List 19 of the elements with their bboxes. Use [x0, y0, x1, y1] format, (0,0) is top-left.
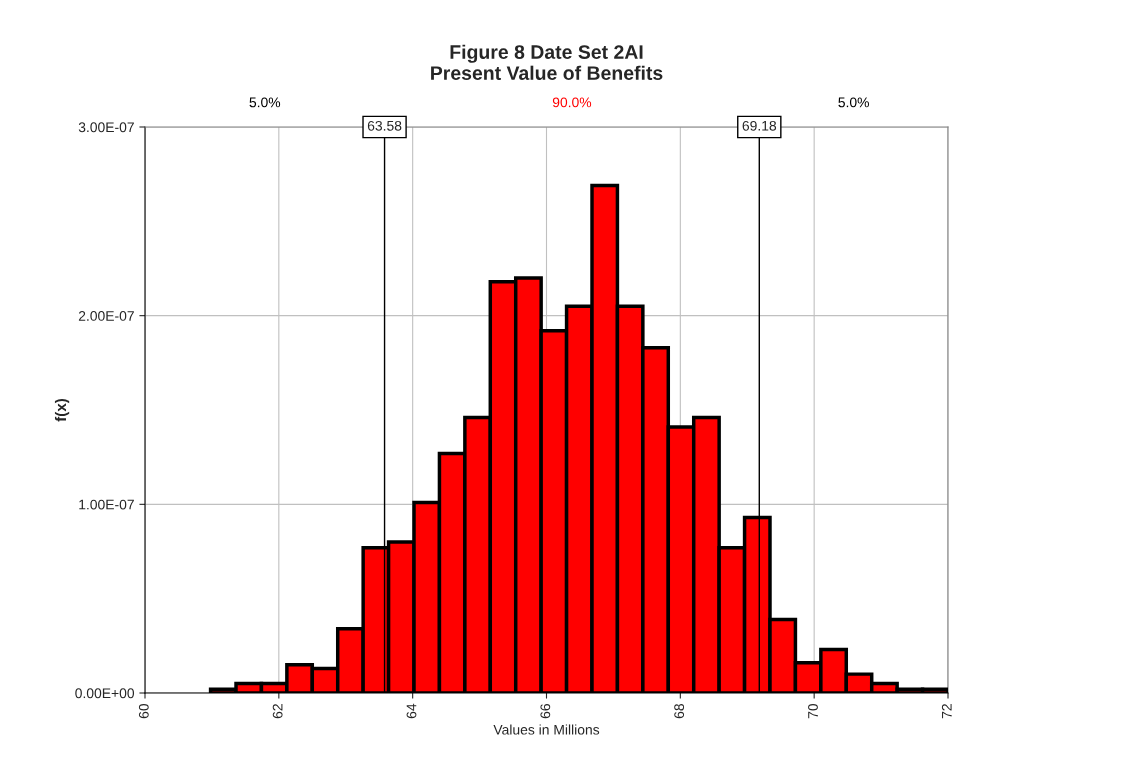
y-axis-title: f(x) [54, 398, 70, 422]
y-tick-label: 2.00E-07 [78, 311, 134, 321]
ref-line-label: 69.18 [742, 120, 777, 131]
y-tick-label: 1.00E-07 [79, 499, 134, 510]
ref-line-label: 63.58 [367, 120, 402, 131]
x-tick-label: 72 [941, 704, 952, 719]
x-tick-label: 60 [138, 703, 149, 719]
y-tick-label: 3.00E-07 [78, 122, 134, 133]
x-tick-label: 68 [674, 704, 685, 719]
y-tick-label: 0.00E+00 [75, 688, 135, 699]
x-tick-label: 62 [272, 704, 283, 719]
x-tick-label: 66 [540, 704, 551, 719]
x-axis-title: Values in Millions [493, 724, 600, 735]
text: 5.0% [249, 97, 281, 108]
chart-title: Figure 8 Date Set 2AI Present Value of Benefits [431, 44, 663, 80]
text: 5.0% [838, 97, 869, 108]
x-tick-label: 70 [808, 703, 818, 719]
text: 90.0% [552, 97, 592, 108]
x-tick-label: 64 [406, 703, 417, 719]
